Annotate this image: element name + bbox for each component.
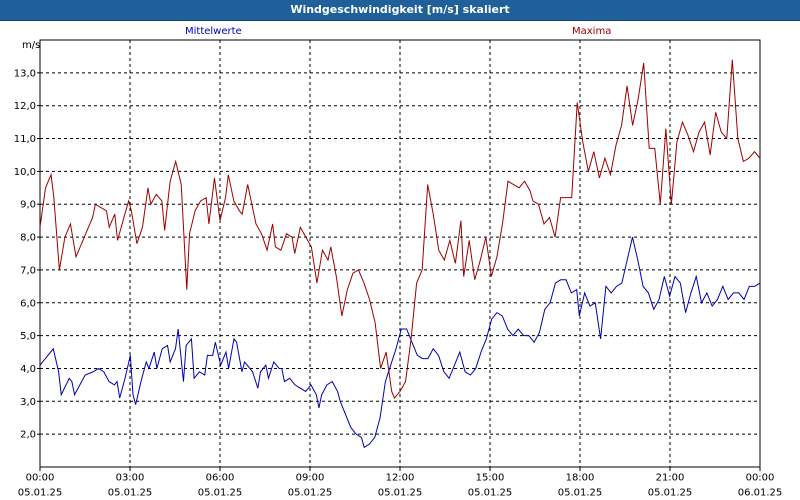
series-line-mittelwerte xyxy=(39,236,761,449)
y-tick-label: 13,0 xyxy=(14,68,36,79)
chart-title: Windgeschwindigkeit [m/s] skaliert xyxy=(0,0,800,21)
y-tick-label: 2,0 xyxy=(20,430,36,441)
x-tick-time: 12:00 xyxy=(386,473,415,484)
y-tick-label: 10,0 xyxy=(14,167,36,178)
legend-maxima: Maxima xyxy=(572,26,611,37)
x-tick-time: 00:00 xyxy=(26,473,55,484)
x-tick-date: 05.01.25 xyxy=(198,488,243,499)
x-tick-time: 18:00 xyxy=(566,473,595,484)
y-tick-label: 9,0 xyxy=(20,200,36,211)
x-tick-date: 05.01.25 xyxy=(558,488,603,499)
x-tick-time: 06:00 xyxy=(206,473,235,484)
y-tick-label: 3,0 xyxy=(20,397,36,408)
x-tick-time: 15:00 xyxy=(476,473,505,484)
legend-mittelwerte: Mittelwerte xyxy=(185,26,242,37)
x-tick-date: 05.01.25 xyxy=(378,488,423,499)
x-tick-time: 09:00 xyxy=(296,473,325,484)
y-tick-label: 6,0 xyxy=(20,298,36,309)
grid-lines xyxy=(37,40,761,471)
y-tick-label: 11,0 xyxy=(14,134,36,145)
y-tick-labels: 2,0 3,0 4,0 5,0 6,0 7,0 8,0 9,0 10,0 11,0 12,0 13,0 xyxy=(14,68,36,440)
y-tick-label: 8,0 xyxy=(20,233,36,244)
x-tick-date: 05.01.25 xyxy=(648,488,693,499)
legend: Mittelwerte Maxima xyxy=(185,26,611,37)
x-tick-date: 05.01.25 xyxy=(468,488,513,499)
y-tick-label: 4,0 xyxy=(20,364,36,375)
x-tick-time: 21:00 xyxy=(656,473,685,484)
y-tick-label: 5,0 xyxy=(20,331,36,342)
y-axis-unit: m/s xyxy=(22,40,40,51)
y-tick-label: 7,0 xyxy=(20,265,36,276)
x-tick-time: 00:00 xyxy=(746,473,775,484)
series-lines xyxy=(39,59,761,449)
x-tick-date: 06.01.25 xyxy=(738,488,783,499)
x-tick-date: 05.01.25 xyxy=(108,488,153,499)
x-tick-labels: 00:00 05.01.25 03:00 05.01.25 06:00 05.01.25 0… xyxy=(18,473,783,499)
chart-svg: m/s 2,0 3,0 4,0 5,0 6,0 7,0 8,0 9,0 10,0 11,0 12,0… xyxy=(14,26,783,499)
x-tick-date: 05.01.25 xyxy=(288,488,333,499)
x-tick-date: 05.01.25 xyxy=(18,488,63,499)
series-line-maxima xyxy=(39,59,761,399)
axes: m/s xyxy=(22,40,40,51)
y-tick-label: 12,0 xyxy=(14,101,36,112)
x-tick-time: 03:00 xyxy=(116,473,145,484)
